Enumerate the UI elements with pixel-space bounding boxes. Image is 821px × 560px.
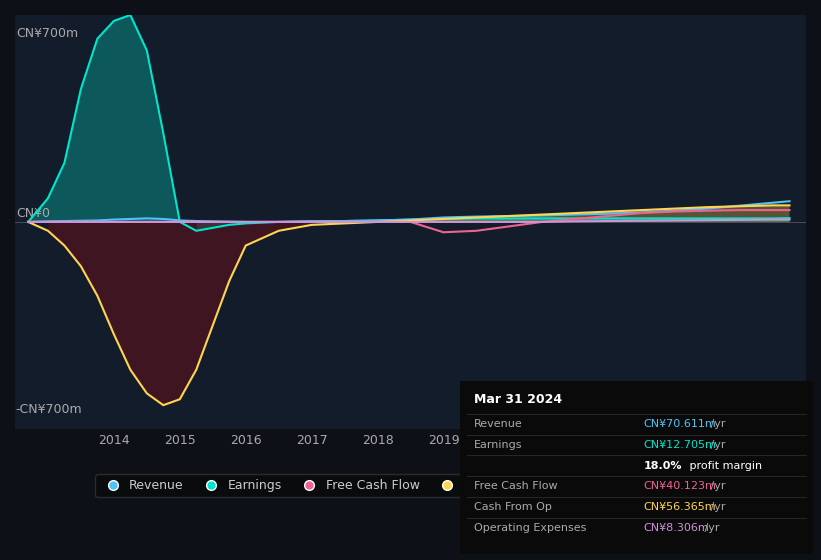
Text: Cash From Op: Cash From Op	[474, 502, 552, 512]
Text: CN¥70.611m: CN¥70.611m	[644, 419, 716, 429]
Text: CN¥8.306m: CN¥8.306m	[644, 523, 709, 533]
Text: Operating Expenses: Operating Expenses	[474, 523, 586, 533]
Text: Earnings: Earnings	[474, 440, 522, 450]
Text: CN¥700m: CN¥700m	[16, 27, 78, 40]
Text: profit margin: profit margin	[686, 461, 762, 470]
Text: CN¥56.365m: CN¥56.365m	[644, 502, 716, 512]
Text: /yr: /yr	[700, 523, 719, 533]
Text: CN¥40.123m: CN¥40.123m	[644, 482, 716, 492]
Text: -CN¥700m: -CN¥700m	[16, 403, 82, 417]
Text: /yr: /yr	[707, 419, 726, 429]
Text: Revenue: Revenue	[474, 419, 523, 429]
Text: Free Cash Flow: Free Cash Flow	[474, 482, 557, 492]
Text: CN¥0: CN¥0	[16, 207, 50, 220]
Text: /yr: /yr	[707, 502, 726, 512]
Text: 18.0%: 18.0%	[644, 461, 681, 470]
Legend: Revenue, Earnings, Free Cash Flow, Cash From Op, Operating Expenses: Revenue, Earnings, Free Cash Flow, Cash …	[95, 474, 726, 497]
Text: /yr: /yr	[707, 440, 726, 450]
Text: Mar 31 2024: Mar 31 2024	[474, 393, 562, 406]
Text: /yr: /yr	[707, 482, 726, 492]
Text: CN¥12.705m: CN¥12.705m	[644, 440, 716, 450]
